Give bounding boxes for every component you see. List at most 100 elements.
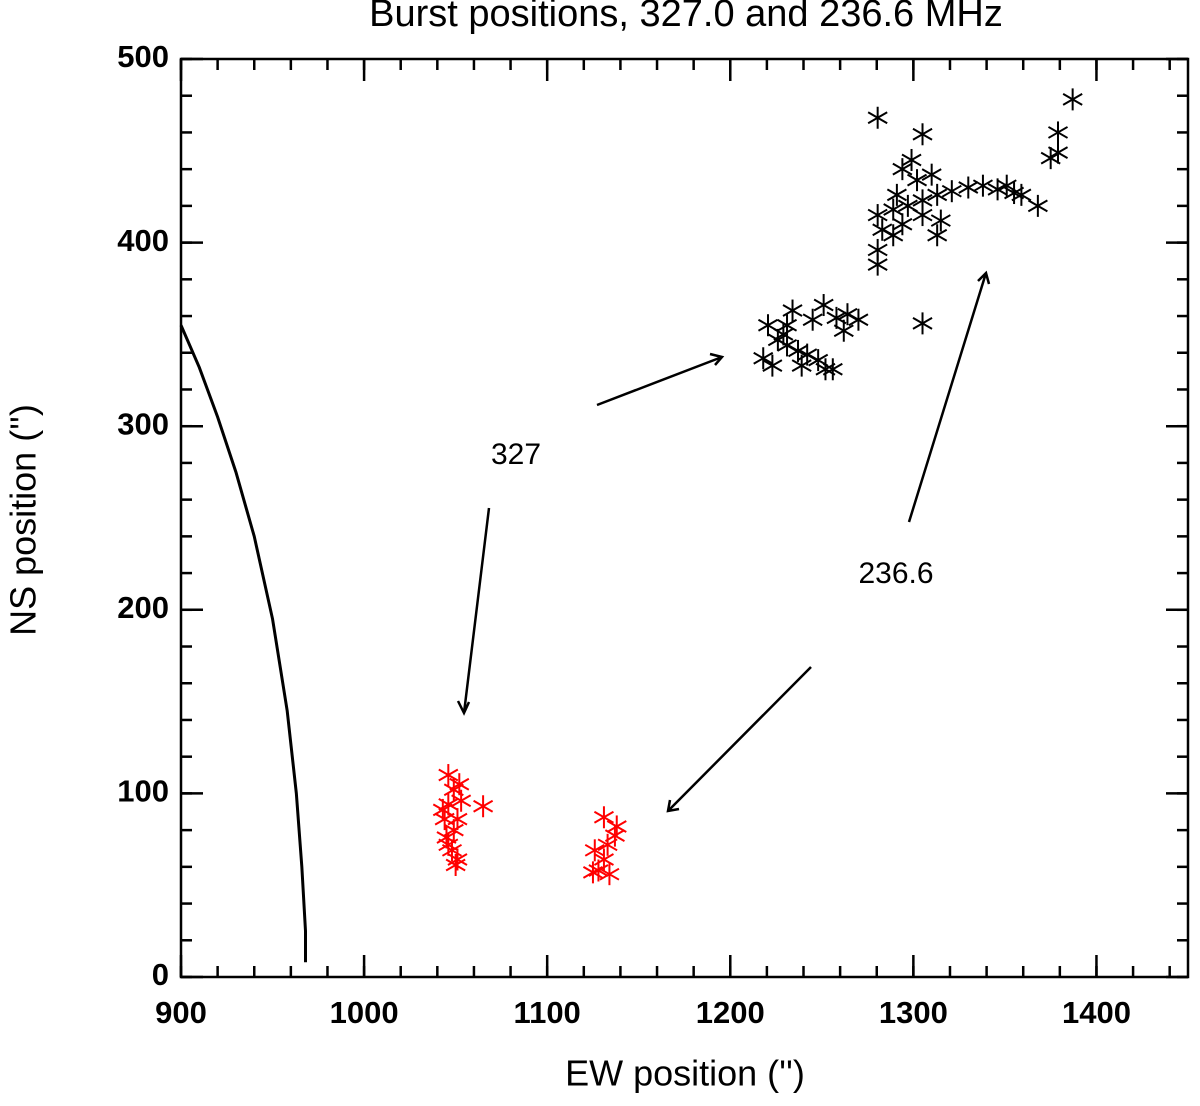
star-marker: [883, 224, 904, 247]
star-stroke: [930, 214, 951, 227]
star-stroke: [449, 777, 470, 791]
star-marker: [813, 294, 834, 317]
star-marker: [1011, 183, 1032, 206]
star-stroke: [867, 258, 888, 271]
star-stroke: [927, 228, 948, 242]
star-stroke: [447, 812, 468, 826]
star-marker: [912, 312, 933, 335]
star-marker: [833, 319, 854, 342]
annotation: 327: [491, 438, 541, 471]
star-stroke: [582, 865, 603, 879]
star-marker: [584, 839, 605, 862]
star-stroke: [599, 867, 620, 881]
star-marker: [762, 354, 783, 377]
star-stroke: [941, 184, 962, 198]
star-stroke: [958, 181, 979, 194]
star-marker: [867, 106, 888, 129]
arrow: [666, 666, 812, 813]
star-stroke: [872, 223, 893, 237]
star-marker: [777, 314, 798, 337]
star-stroke: [912, 127, 933, 141]
star-stroke: [753, 351, 774, 365]
star-stroke: [822, 362, 843, 376]
star-marker: [927, 224, 948, 247]
star-stroke: [886, 188, 907, 202]
star-marker: [1027, 194, 1048, 217]
star-stroke: [451, 794, 472, 808]
star-stroke: [921, 168, 942, 182]
x-axis-label: EW position (''): [565, 1053, 805, 1094]
star-stroke: [1027, 199, 1048, 213]
star-marker: [886, 183, 907, 206]
plot-frame: [179, 57, 1190, 979]
star-marker: [767, 328, 788, 351]
y-tick-label: 500: [117, 39, 169, 74]
star-stroke: [584, 843, 605, 857]
star-stroke: [593, 810, 614, 824]
star-stroke: [906, 173, 928, 187]
star-marker: [927, 183, 948, 206]
star-stroke: [912, 194, 933, 207]
star-stroke: [787, 344, 809, 358]
star-stroke: [802, 313, 823, 327]
star-marker: [987, 178, 1008, 201]
star-stroke: [833, 324, 854, 338]
star-marker: [1047, 121, 1069, 144]
arrow: [596, 352, 725, 407]
x-tick-label: 900: [155, 995, 207, 1030]
star-marker: [867, 253, 888, 276]
star-stroke: [897, 199, 918, 213]
star-marker: [438, 764, 459, 787]
star-stroke: [848, 313, 869, 327]
star-marker: [447, 808, 468, 831]
star-stroke: [808, 353, 829, 367]
star-stroke: [813, 298, 834, 312]
star-stroke: [987, 182, 1008, 196]
star-marker: [892, 213, 913, 236]
star-stroke: [436, 831, 457, 844]
annotation: 236.6: [858, 557, 933, 590]
star-marker: [1062, 88, 1083, 111]
star-marker: [921, 163, 942, 186]
y-tick-label: 200: [117, 590, 169, 625]
limb-line: [179, 324, 308, 963]
star-marker: [901, 148, 922, 171]
star-stroke: [996, 179, 1017, 193]
star-stroke: [901, 153, 922, 167]
star-marker: [802, 308, 823, 331]
arrow: [907, 270, 991, 523]
star-marker: [883, 198, 904, 221]
star-stroke: [432, 803, 453, 817]
star-marker: [604, 824, 625, 847]
star-stroke: [441, 843, 463, 857]
y-tick-label: 300: [117, 406, 169, 441]
x-tick-label: 1400: [1062, 995, 1131, 1030]
star-marker: [432, 798, 453, 821]
star-stroke: [1040, 151, 1061, 165]
star-stroke: [927, 188, 948, 202]
star-marker: [593, 806, 614, 829]
star-marker: [822, 358, 843, 381]
star-stroke: [883, 228, 904, 242]
star-marker: [782, 299, 803, 322]
star-marker: [582, 861, 603, 884]
star-marker: [445, 854, 466, 877]
star-stroke: [762, 359, 783, 372]
star-stroke: [867, 208, 888, 222]
x-tick-label: 1000: [330, 995, 399, 1030]
star-marker: [906, 169, 928, 192]
star-stroke: [777, 318, 798, 332]
star-stroke: [1011, 188, 1032, 202]
star-stroke: [438, 768, 459, 782]
y-tick-label: 400: [117, 223, 169, 258]
star-marker: [451, 789, 472, 812]
star-marker: [892, 158, 913, 181]
arrows: [456, 270, 991, 813]
star-stroke: [473, 799, 494, 813]
arrow: [456, 507, 491, 716]
star-stroke: [837, 307, 858, 321]
star-marker: [473, 795, 494, 818]
star-stroke: [972, 179, 993, 193]
star-stroke: [867, 111, 888, 125]
